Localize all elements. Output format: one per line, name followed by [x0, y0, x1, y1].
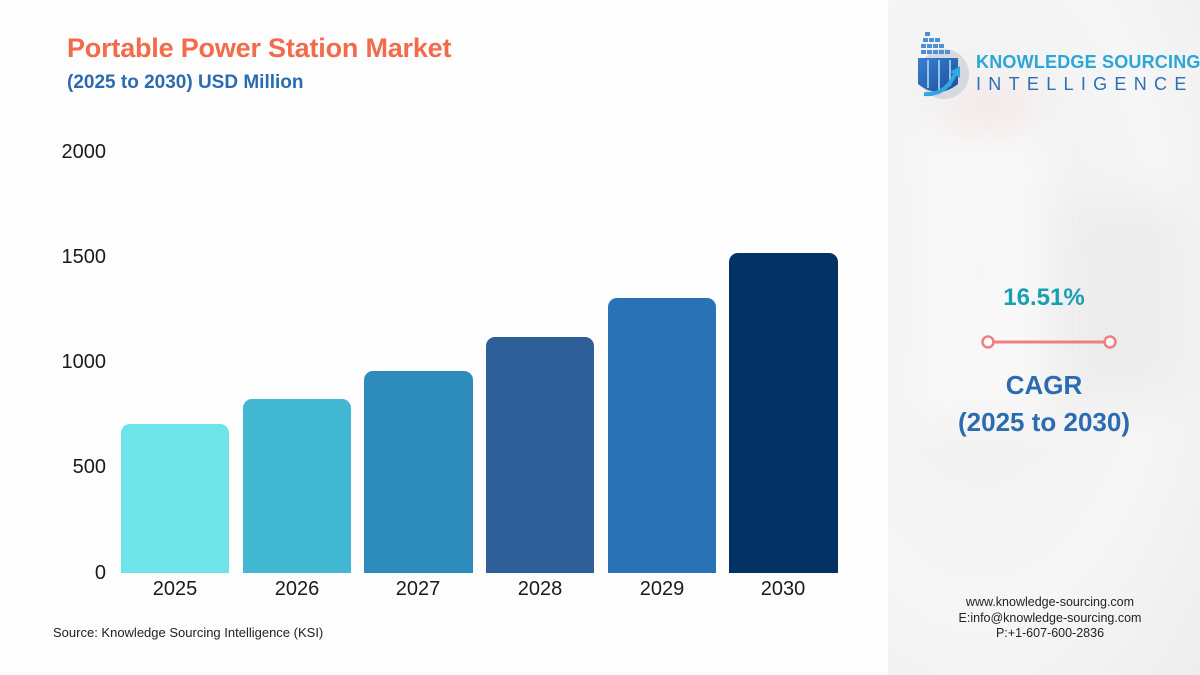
- x-tick-2025: 2025: [152, 578, 198, 600]
- source-note: Source: Knowledge Sourcing Intelligence …: [53, 625, 324, 640]
- building-chart-arrow-icon: [918, 32, 969, 99]
- y-tick-2000: 2000: [61, 141, 107, 163]
- brand-name-line2: INTELLIGENCE: [976, 74, 1194, 94]
- brand-name-line1: KNOWLEDGE SOURCING: [976, 52, 1200, 72]
- background-blur: [1068, 200, 1188, 400]
- cagr-title: CAGR: [1005, 370, 1083, 400]
- x-tick-2026: 2026: [274, 578, 320, 600]
- contact-info: www.knowledge-sourcing.com E:info@knowle…: [888, 595, 1200, 642]
- connector-line-icon: [981, 335, 1117, 349]
- cagr-value: 16.51%: [1003, 284, 1085, 311]
- bar-2025: [121, 424, 229, 573]
- y-tick-1500: 1500: [61, 246, 107, 268]
- y-tick-0: 0: [94, 562, 106, 584]
- cagr-label: CAGR (2025 to 2030): [888, 367, 1200, 441]
- info-panel: KNOWLEDGE SOURCING INTELLIGENCE 16.51% C…: [888, 0, 1200, 675]
- x-tick-2027: 2027: [395, 578, 441, 600]
- chart-title: Portable Power Station Market: [67, 33, 452, 63]
- background-blur: [948, 90, 1028, 130]
- background-blur: [908, 120, 1048, 420]
- chart-panel: Portable Power Station Market (2025 to 2…: [53, 33, 838, 640]
- phone-number: P:+1-607-600-2836: [995, 626, 1105, 640]
- x-tick-2029: 2029: [639, 578, 685, 600]
- bar-2026: [243, 399, 351, 573]
- x-tick-2030: 2030: [760, 578, 806, 600]
- bar-2029: [608, 298, 716, 573]
- x-tick-2028: 2028: [517, 578, 563, 600]
- y-tick-1000: 1000: [61, 351, 107, 373]
- email-link[interactable]: E:info@knowledge-sourcing.com: [958, 610, 1142, 625]
- bar-2030: [729, 253, 838, 573]
- bar-2028: [486, 337, 594, 573]
- bar-2027: [364, 371, 473, 573]
- chart-subtitle: (2025 to 2030) USD Million: [67, 72, 304, 93]
- cagr-period: (2025 to 2030): [958, 407, 1130, 437]
- website-link[interactable]: www.knowledge-sourcing.com: [965, 595, 1135, 609]
- y-tick-500: 500: [72, 456, 106, 478]
